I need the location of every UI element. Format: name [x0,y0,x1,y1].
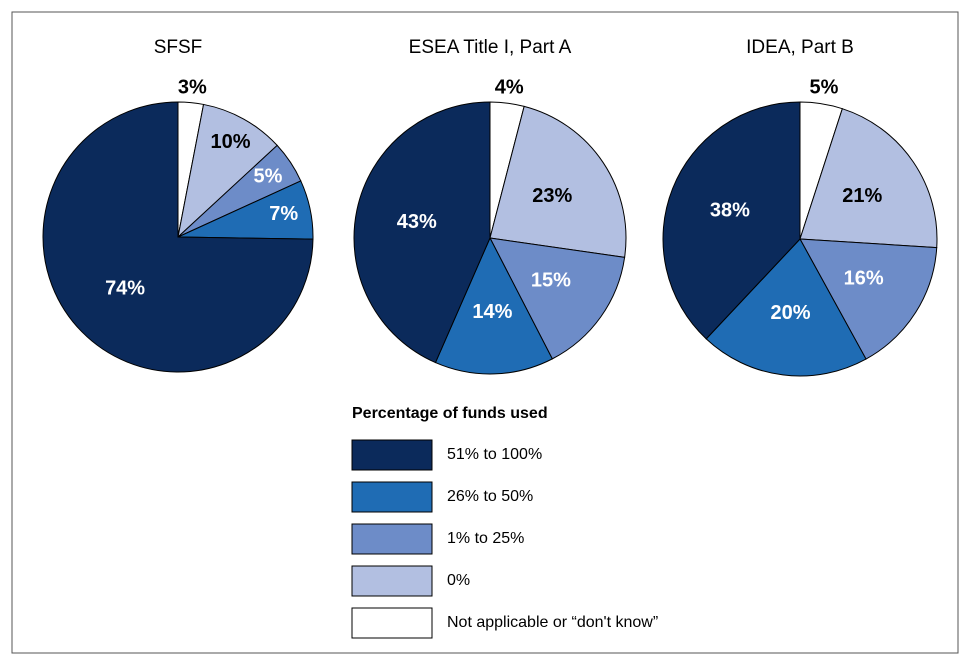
pie-slice [353,101,491,364]
data-label: 7% [269,203,298,225]
data-label: 38% [710,200,750,222]
data-label: 10% [210,131,250,153]
pie-slice [177,103,278,239]
data-label: 5% [809,76,838,98]
legend-label: 1% to 25% [447,530,524,547]
data-label: 43% [397,211,437,233]
pie-slice [434,236,553,375]
pie-slice [489,237,626,360]
legend-swatch [351,439,433,471]
legend-swatch [351,523,433,555]
pie-slice [489,105,627,258]
data-label: 23% [532,185,572,207]
data-label: 20% [771,302,811,324]
data-label: 21% [842,185,882,207]
data-label: 74% [105,277,145,299]
legend-label: 26% to 50% [447,488,533,505]
data-label: 3% [178,76,207,98]
pie-title: IDEA, Part B [746,37,854,58]
legend-label: 51% to 100% [447,446,542,463]
legend-swatch [351,481,433,513]
pie-title: SFSF [154,37,203,58]
data-label: 4% [495,76,524,98]
data-label: 15% [531,270,571,292]
legend-swatch [351,565,433,597]
data-label: 16% [844,268,884,290]
legend-swatch [351,607,433,639]
legend-label: 0% [447,572,470,589]
pie-title: ESEA Title I, Part A [409,37,572,58]
pie-slice [799,238,938,360]
data-label: 5% [253,165,282,187]
frame [11,11,959,654]
pie-slice [705,238,867,377]
data-label: 14% [472,301,512,323]
legend-label: Not applicable or “don't know” [447,614,658,631]
legend-title: Percentage of funds used [352,405,548,422]
pie-slice [662,101,801,340]
pie-slice [799,108,938,249]
pie-slice [42,101,314,373]
